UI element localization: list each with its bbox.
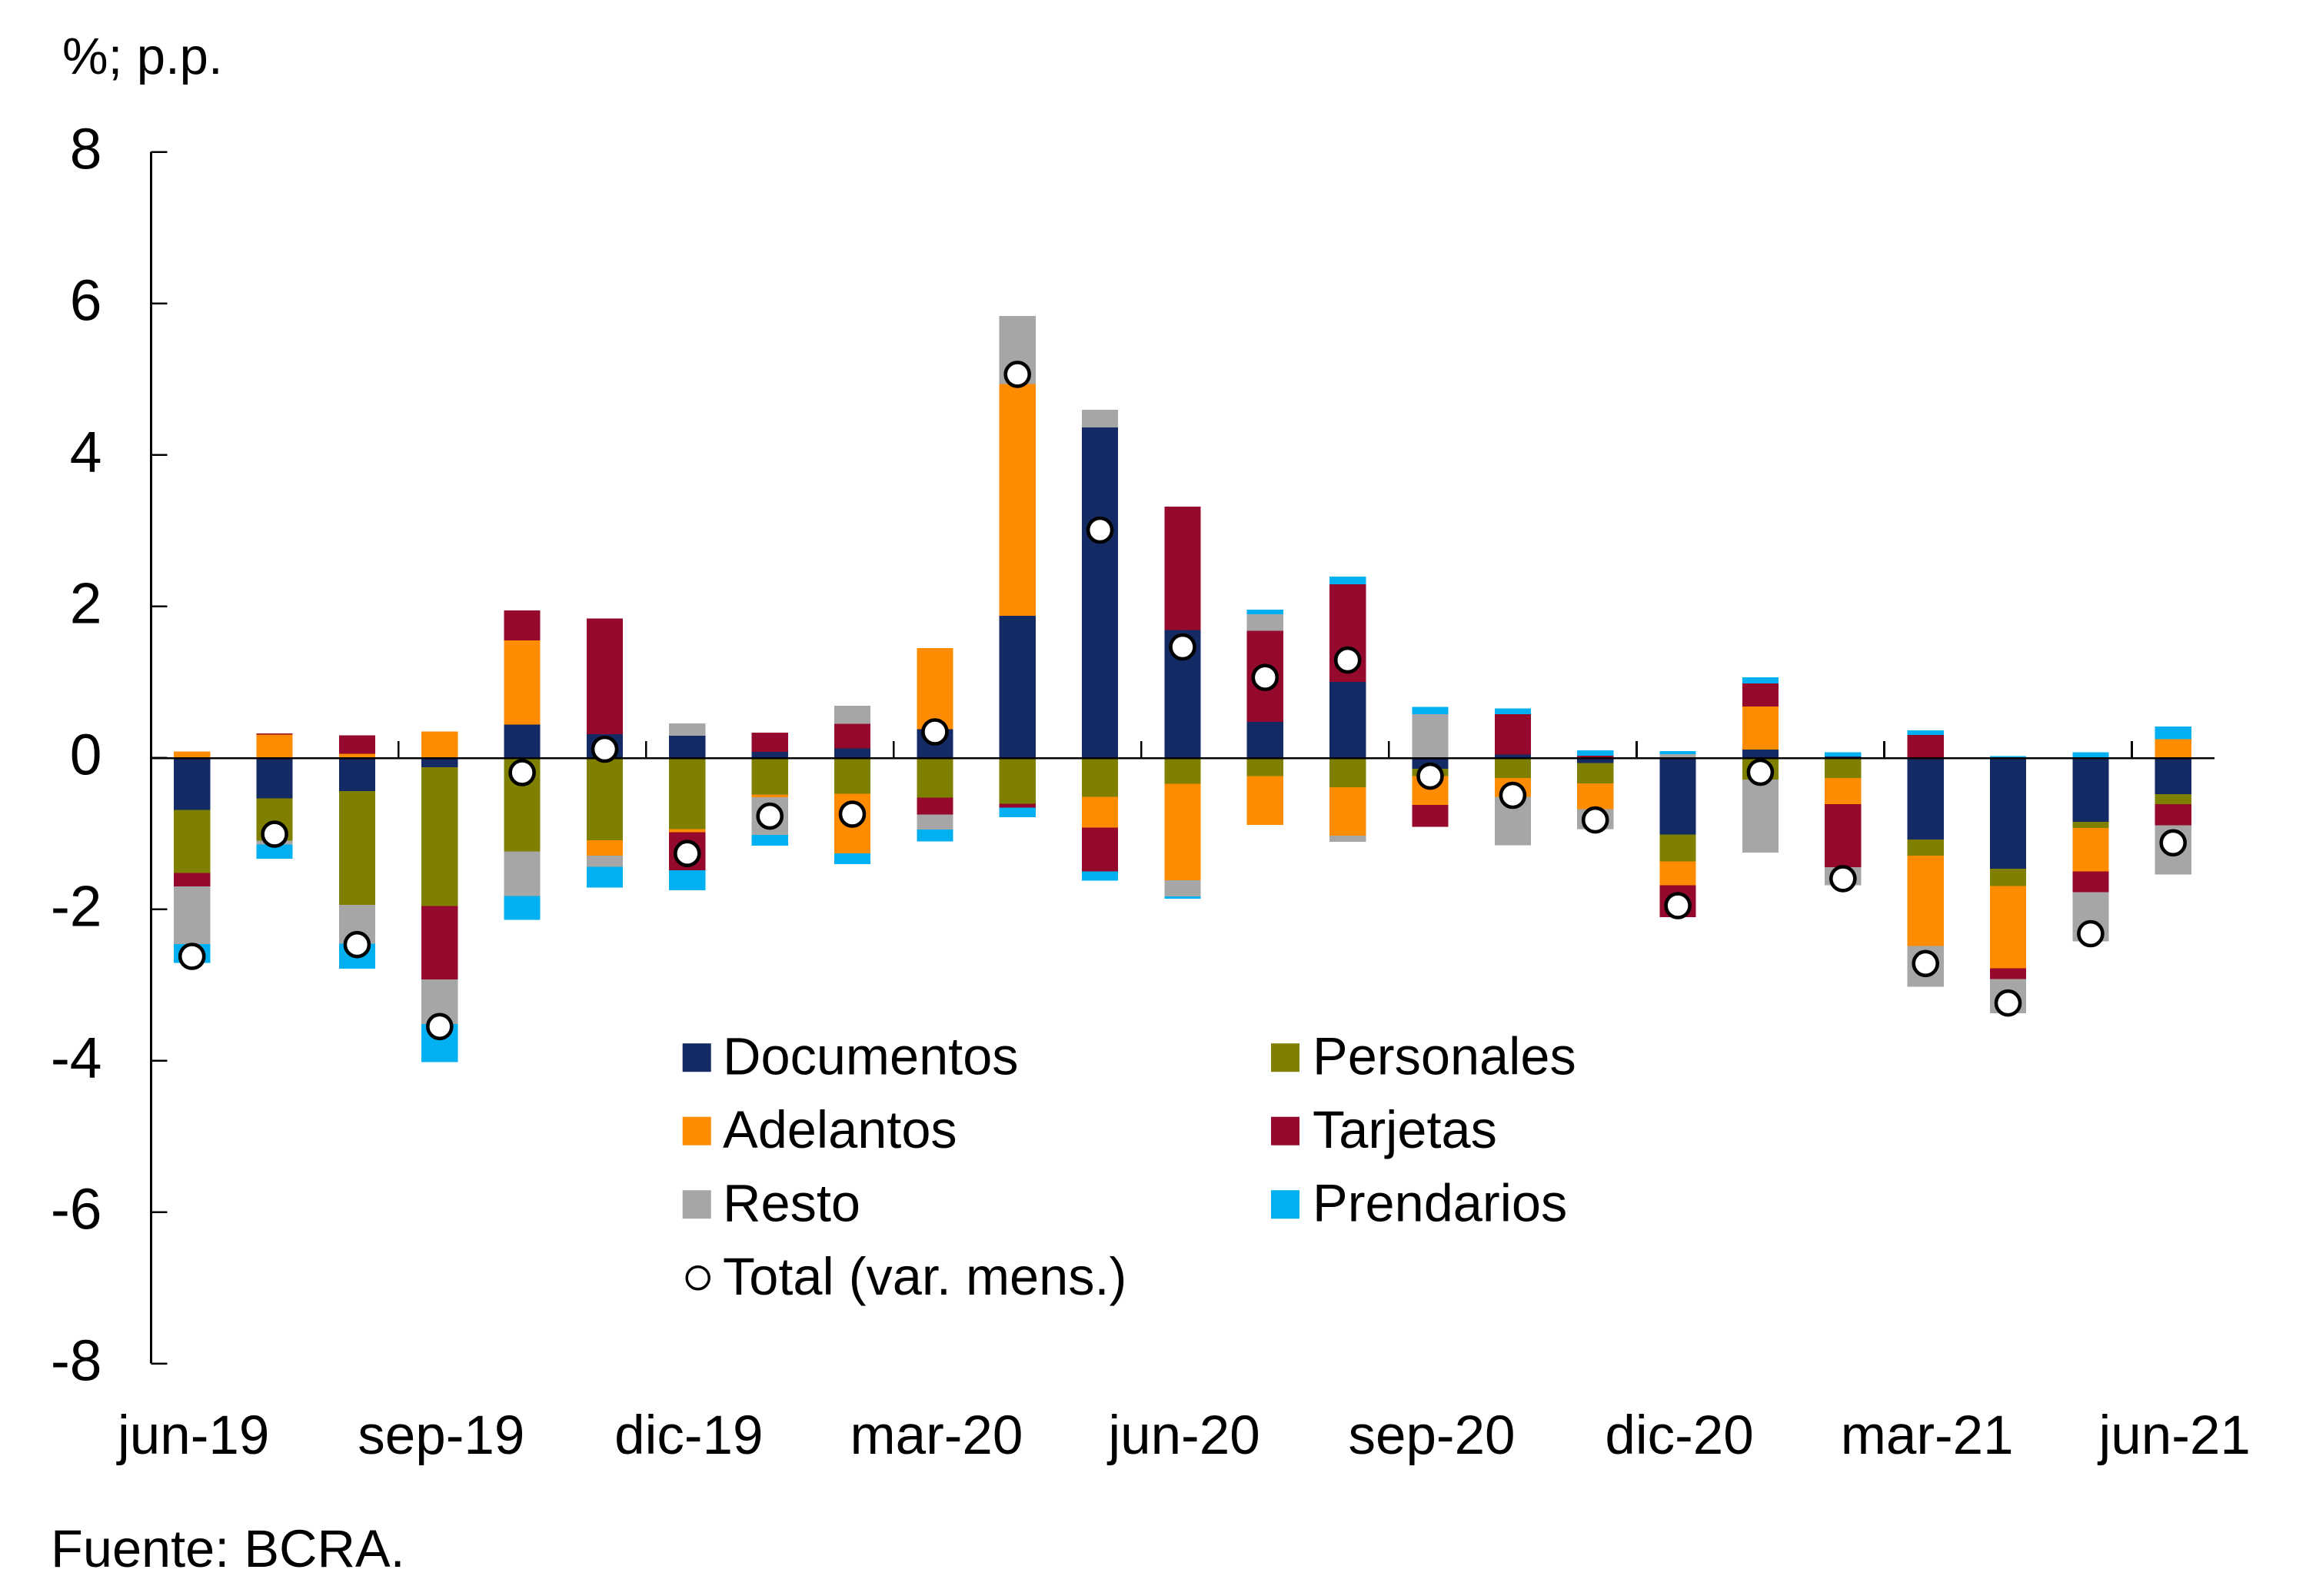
svg-text:0: 0 [70, 723, 102, 787]
svg-text:dic-20: dic-20 [1605, 1405, 1753, 1466]
svg-text:sep-20: sep-20 [1348, 1405, 1515, 1466]
svg-text:mar-21: mar-21 [1841, 1405, 2014, 1466]
svg-text:Personales: Personales [1313, 1027, 1576, 1086]
svg-text:-2: -2 [51, 874, 102, 939]
svg-text:Tarjetas: Tarjetas [1313, 1100, 1497, 1159]
svg-text:Resto: Resto [723, 1174, 860, 1233]
svg-text:Total (var. mens.): Total (var. mens.) [723, 1247, 1126, 1306]
svg-text:Documentos: Documentos [723, 1027, 1019, 1086]
svg-text:dic-19: dic-19 [614, 1405, 763, 1466]
svg-text:-4: -4 [51, 1026, 102, 1090]
svg-text:sep-19: sep-19 [358, 1405, 524, 1466]
svg-text:-6: -6 [51, 1177, 102, 1242]
svg-text:jun-20: jun-20 [1106, 1405, 1259, 1466]
svg-text:Adelantos: Adelantos [723, 1100, 957, 1159]
svg-text:2: 2 [70, 571, 102, 636]
svg-text:Prendarios: Prendarios [1313, 1174, 1567, 1233]
svg-text:8: 8 [70, 117, 102, 181]
svg-text:6: 6 [70, 268, 102, 333]
svg-text:jun-19: jun-19 [116, 1405, 269, 1466]
svg-text:Fuente: BCRA.: Fuente: BCRA. [51, 1519, 405, 1578]
svg-text:-8: -8 [51, 1328, 102, 1393]
svg-text:%; p.p.: %; p.p. [62, 28, 223, 85]
svg-text:mar-20: mar-20 [850, 1405, 1023, 1466]
svg-text:jun-21: jun-21 [2098, 1405, 2251, 1466]
svg-text:4: 4 [70, 420, 102, 484]
